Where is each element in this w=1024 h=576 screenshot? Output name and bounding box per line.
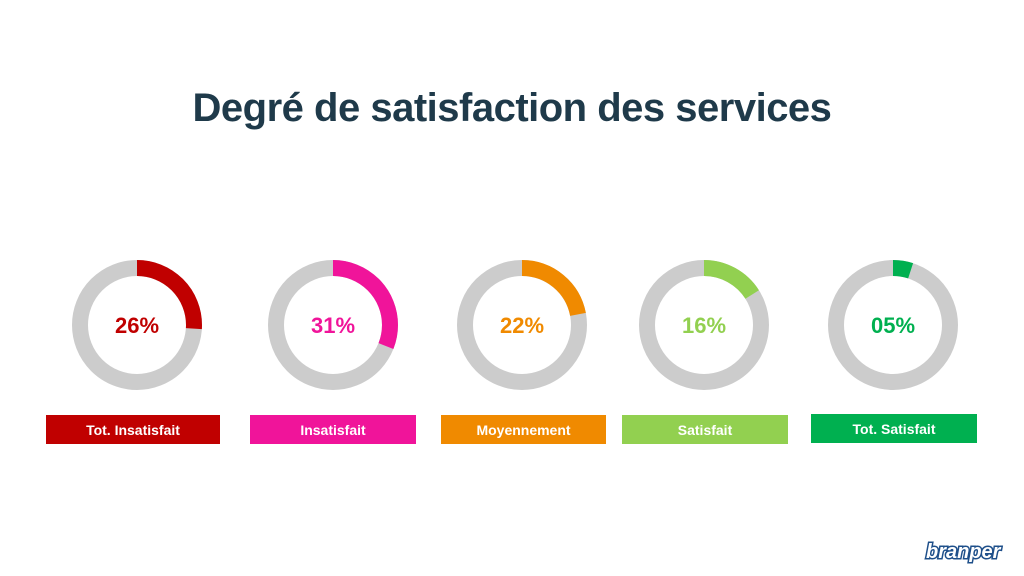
category-label: Satisfait [622, 415, 788, 444]
donut-5: 05% [828, 260, 958, 390]
donut-percent-label: 26% [115, 313, 159, 338]
donut-value-arc [72, 260, 202, 390]
category-label: Insatisfait [250, 415, 416, 444]
svg-text:branper: branper [926, 541, 1002, 563]
donut-value-arc [457, 260, 587, 390]
donut-percent-label: 22% [500, 313, 544, 338]
category-label: Moyennement [441, 415, 606, 444]
donut-percent-label: 16% [682, 313, 726, 338]
category-label: Tot. Satisfait [811, 414, 977, 443]
category-label: Tot. Insatisfait [46, 415, 220, 444]
donut-value-arc [639, 260, 769, 390]
donut-2: 31% [268, 260, 398, 390]
donut-value-arc [268, 260, 398, 390]
branper-logo: branper [925, 540, 1004, 565]
donut-percent-label: 05% [871, 313, 915, 338]
donut-1: 26% [72, 260, 202, 390]
donut-3: 22% [457, 260, 587, 390]
page-title: Degré de satisfaction des services [192, 86, 832, 130]
donut-value-arc [828, 260, 958, 390]
donut-4: 16% [639, 260, 769, 390]
donut-percent-label: 31% [311, 313, 355, 338]
